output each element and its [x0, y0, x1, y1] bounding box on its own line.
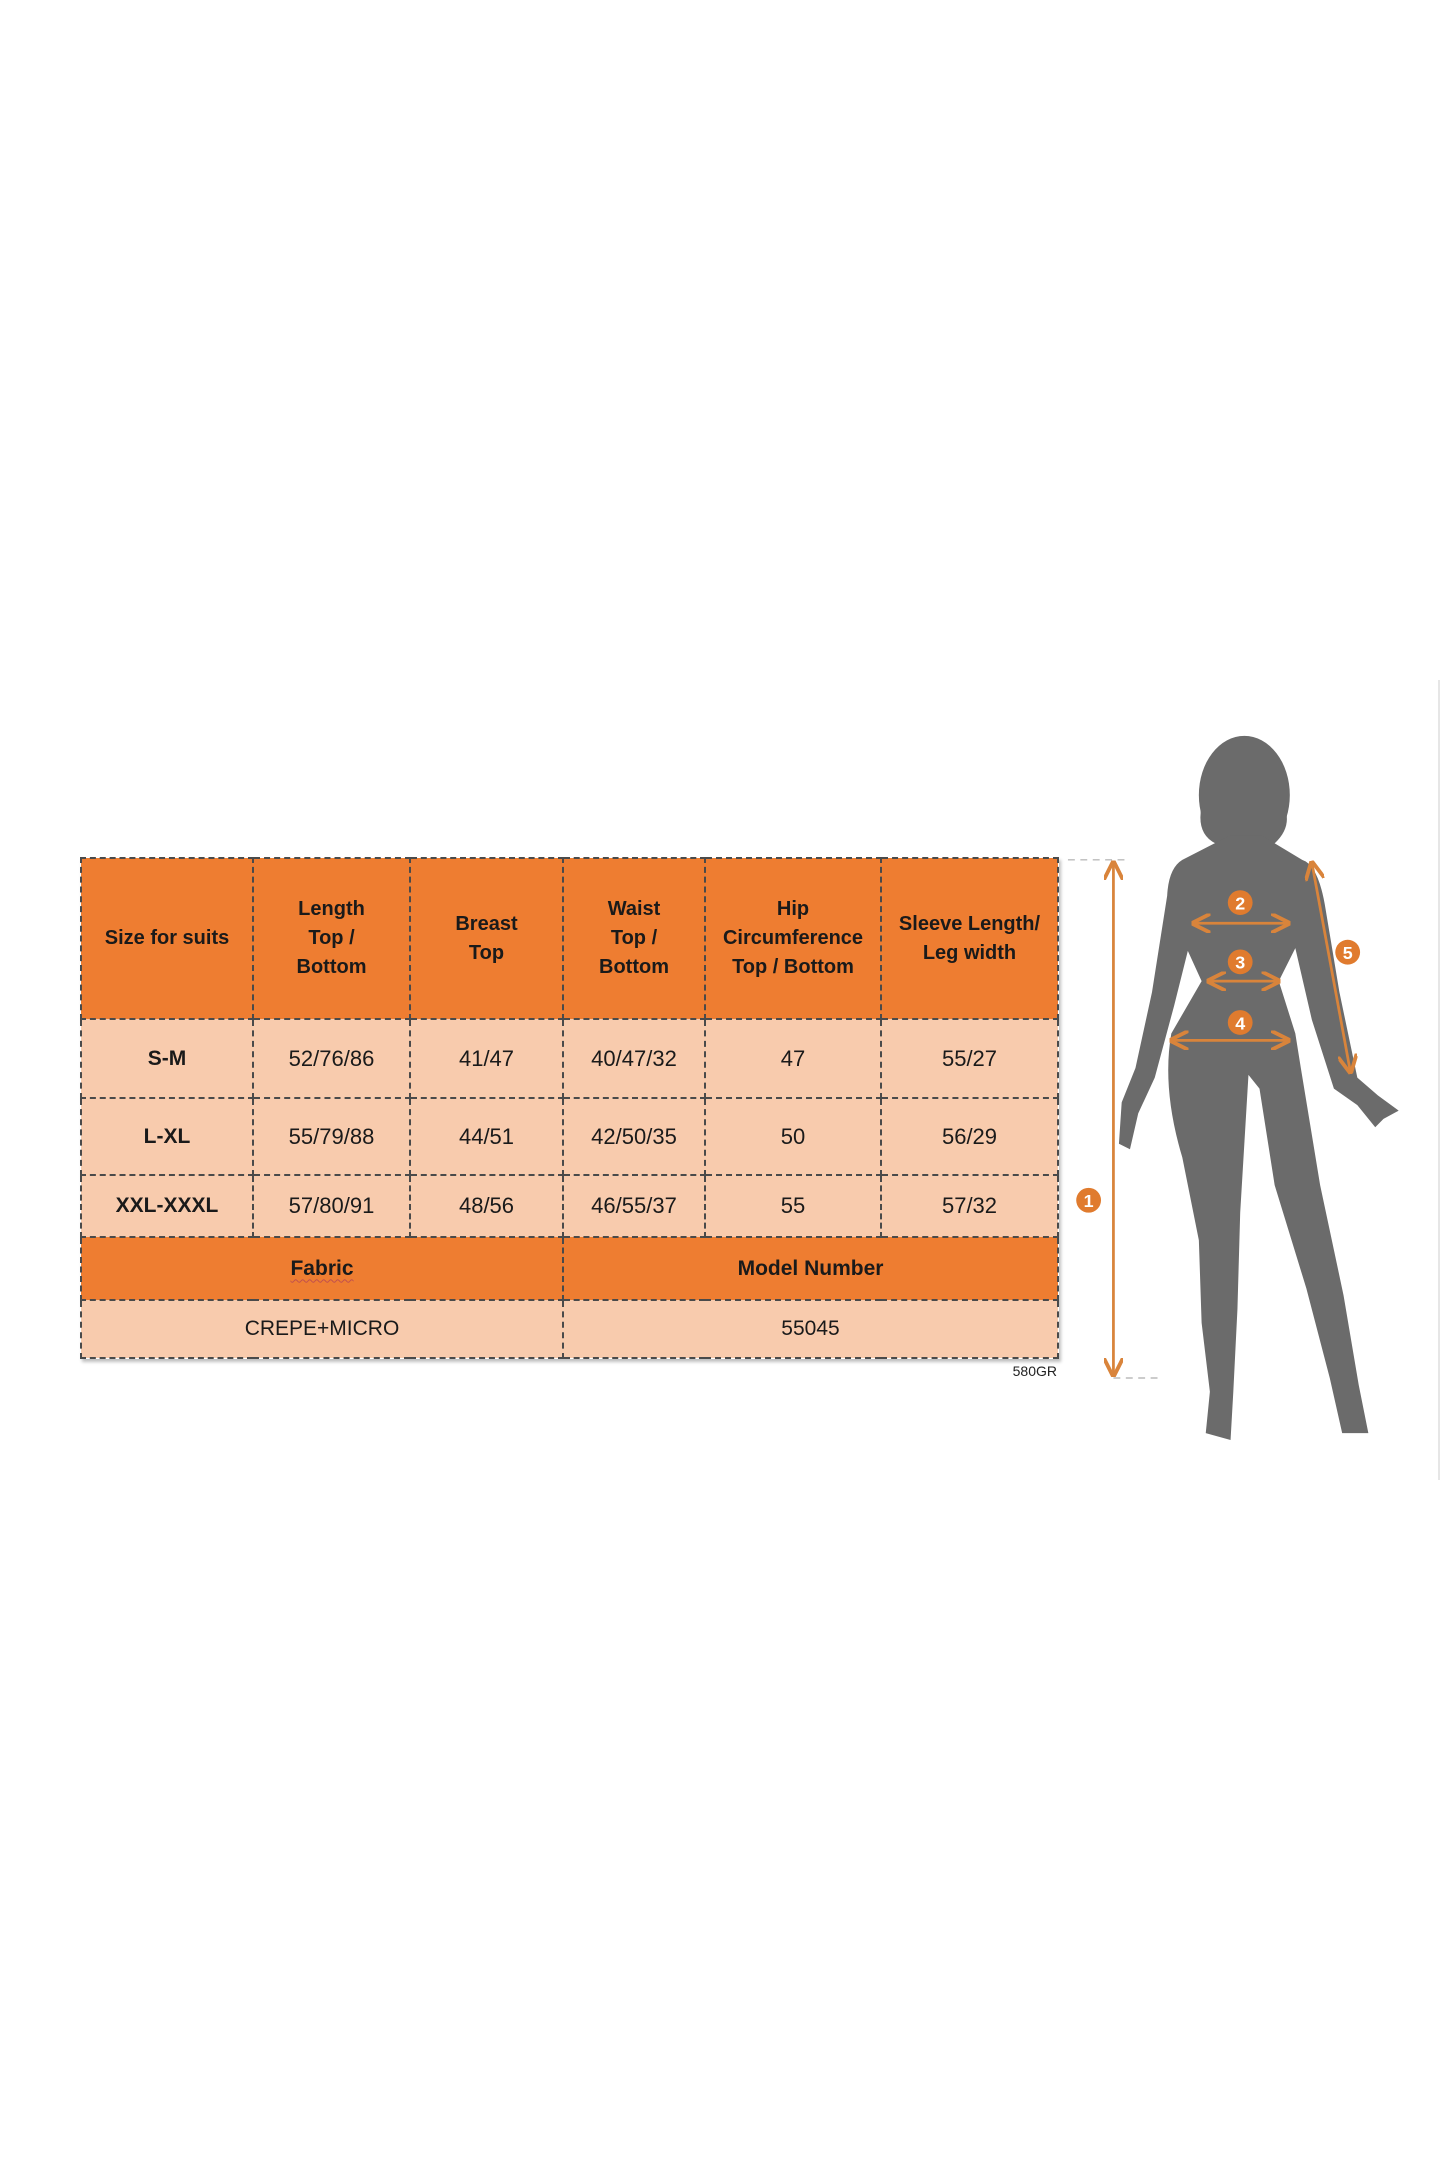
- value-cell: 46/55/37: [562, 1174, 706, 1238]
- svg-text:3: 3: [1235, 953, 1245, 973]
- marker-3: 3: [1227, 949, 1253, 975]
- value-cell: 55/79/88: [252, 1097, 411, 1176]
- header-size: Size for suits: [80, 857, 254, 1020]
- sleeve-arrow: [1312, 863, 1351, 1072]
- value-cell: 55/27: [880, 1018, 1059, 1099]
- marker-1: 1: [1076, 1187, 1102, 1213]
- marker-5: 5: [1335, 939, 1361, 965]
- right-edge-divider: [1438, 680, 1440, 1480]
- marker-4: 4: [1227, 1010, 1253, 1035]
- value-cell: 57/32: [880, 1174, 1059, 1238]
- value-cell: 55: [704, 1174, 882, 1238]
- header-sleeve: Sleeve Length/ Leg width: [880, 857, 1059, 1020]
- table-row: S-M 52/76/86 41/47 40/47/32 47 55/27: [80, 1018, 1059, 1099]
- svg-text:4: 4: [1235, 1013, 1245, 1033]
- svg-text:5: 5: [1343, 943, 1353, 963]
- value-cell: 52/76/86: [252, 1018, 411, 1099]
- model-number-header: Model Number: [562, 1236, 1059, 1301]
- header-length: Length Top / Bottom: [252, 857, 411, 1020]
- header-hip: Hip Circumference Top / Bottom: [704, 857, 882, 1020]
- fabric-value: CREPE+MICRO: [80, 1299, 564, 1359]
- table-row: XXL-XXXL 57/80/91 48/56 46/55/37 55 57/3…: [80, 1174, 1059, 1238]
- value-cell: 56/29: [880, 1097, 1059, 1176]
- svg-text:1: 1: [1084, 1191, 1094, 1211]
- info-header-row: Fabric Model Number: [80, 1236, 1059, 1301]
- size-chart-table: Size for suits Length Top / Bottom Breas…: [80, 857, 1059, 1359]
- header-breast: Breast Top: [409, 857, 564, 1020]
- value-cell: 42/50/35: [562, 1097, 706, 1176]
- header-waist: Waist Top / Bottom: [562, 857, 706, 1020]
- value-cell: 47: [704, 1018, 882, 1099]
- value-cell: 44/51: [409, 1097, 564, 1176]
- header-row: Size for suits Length Top / Bottom Breas…: [80, 857, 1059, 1020]
- woman-silhouette: [1118, 735, 1399, 1441]
- product-code: 580GR: [1012, 1363, 1057, 1379]
- value-cell: 41/47: [409, 1018, 564, 1099]
- size-cell: S-M: [80, 1018, 254, 1099]
- marker-2: 2: [1227, 890, 1253, 915]
- table-row: L-XL 55/79/88 44/51 42/50/35 50 56/29: [80, 1097, 1059, 1176]
- size-cell: L-XL: [80, 1097, 254, 1176]
- value-cell: 48/56: [409, 1174, 564, 1238]
- size-cell: XXL-XXXL: [80, 1174, 254, 1238]
- model-number-value: 55045: [562, 1299, 1059, 1359]
- fabric-label: Fabric: [290, 1256, 354, 1280]
- fabric-header: Fabric: [80, 1236, 564, 1301]
- value-cell: 40/47/32: [562, 1018, 706, 1099]
- measurement-guides: [1067, 860, 1351, 1379]
- value-cell: 50: [704, 1097, 882, 1176]
- value-cell: 57/80/91: [252, 1174, 411, 1238]
- info-row: CREPE+MICRO 55045: [80, 1299, 1059, 1359]
- svg-text:2: 2: [1235, 893, 1245, 913]
